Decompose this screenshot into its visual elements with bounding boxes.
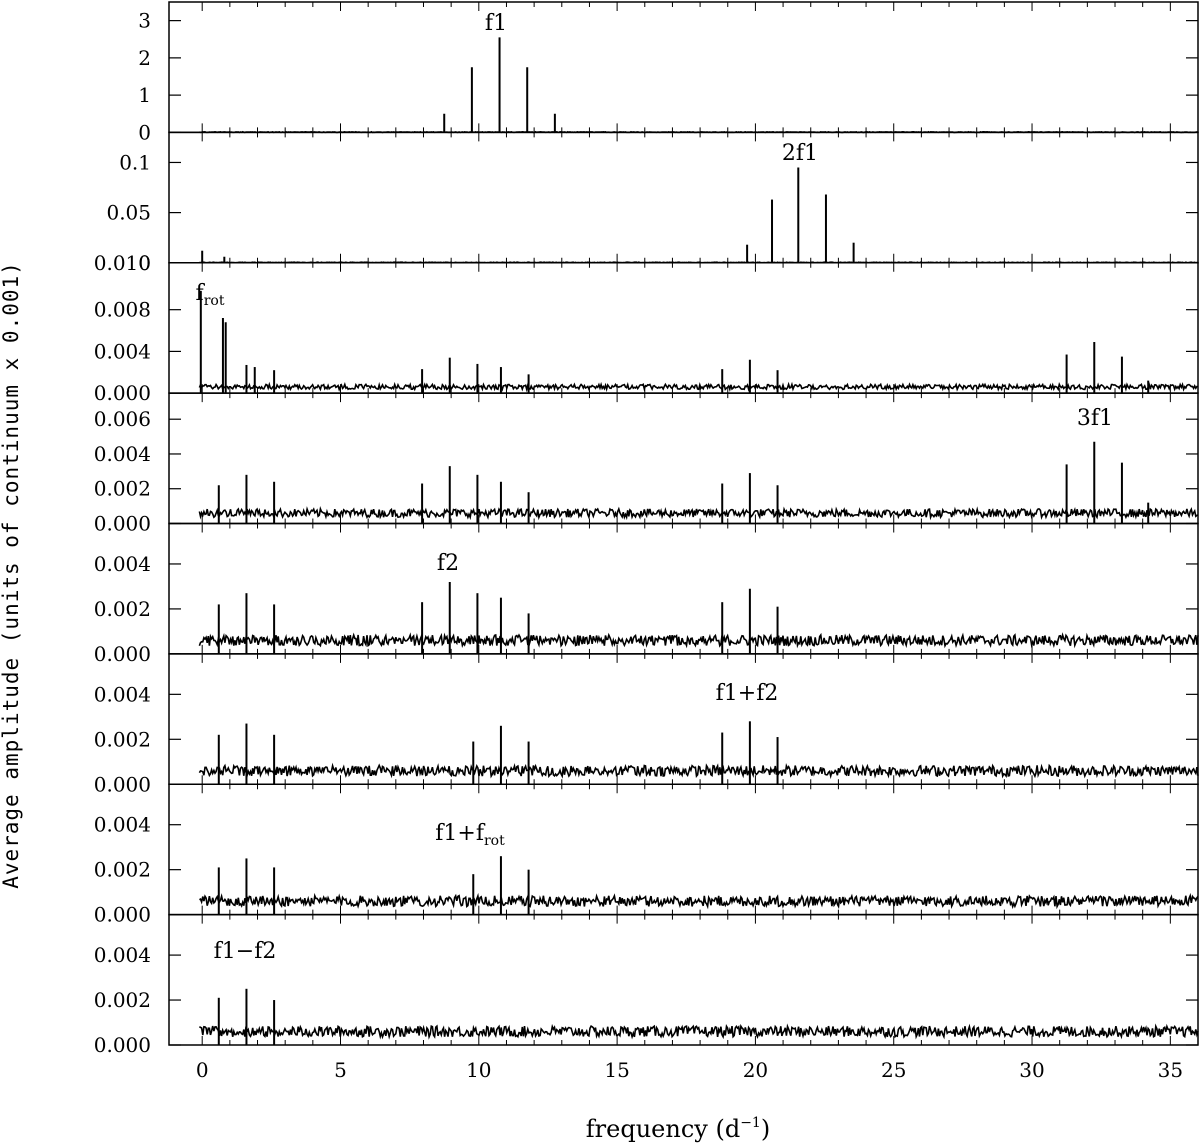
series-line-f1+f2 <box>198 762 1199 780</box>
y-tick-label-f1: 0 <box>138 120 151 144</box>
x-axis-title-superscript: −1 <box>740 1115 761 1131</box>
y-tick-label-f1: 1 <box>138 83 151 107</box>
y-tick-label-frot-top: 0.010 <box>94 251 151 275</box>
panel-f1-f2: 0.000 0.002 0.004 <box>94 913 1199 1057</box>
panel-frame-f2 <box>168 522 1199 655</box>
panel-frame-f1+f2 <box>168 653 1199 785</box>
series-line-3f1 <box>198 506 1199 521</box>
panel-3f1: 0.000 0.002 0.004 0.006 <box>94 392 1199 536</box>
annotations: f1 2f1 frot 3f1 f2 f1+f2 f1+frot f1−f2 <box>196 11 1114 964</box>
y-tick-label-frot: 0.008 <box>94 298 151 322</box>
y-tick-label-f1-f2: 0.000 <box>94 1033 151 1057</box>
x-axis-tick-labels: 0 5 10 15 20 25 30 35 <box>196 1058 1183 1082</box>
y-tick-label-f1+f2: 0.002 <box>94 727 151 751</box>
x-axis-title-main: frequency (d <box>586 1115 740 1143</box>
y-tick-label-3f1: 0.006 <box>94 407 151 431</box>
panel-f1+f2: 0.000 0.002 0.004 <box>94 653 1199 796</box>
panel-f1: 0 1 2 3 <box>138 1 1199 144</box>
annotation-f1: f1 <box>485 11 507 36</box>
y-tick-label-f1+frot: 0.004 <box>94 813 151 837</box>
y-tick-label-f1+frot: 0.002 <box>94 858 151 882</box>
y-tick-label-2f1: 0 <box>138 251 151 275</box>
y-tick-label-f2: 0.002 <box>94 597 151 621</box>
y-tick-label-f1+f2: 0.000 <box>94 772 151 796</box>
y-tick-label-f1+frot: 0.000 <box>94 903 151 927</box>
y-tick-label-f1-f2: 0.004 <box>94 943 151 967</box>
annotation-f1-f2: f1−f2 <box>214 939 277 964</box>
panel-frame-f1-f2 <box>168 913 1199 1046</box>
annotation-2f1: 2f1 <box>782 141 818 166</box>
x-tick-label: 25 <box>881 1058 906 1082</box>
series-line-f1-f2 <box>198 1023 1199 1040</box>
series-line-f2 <box>198 632 1199 649</box>
x-tick-label: 0 <box>196 1058 209 1082</box>
y-tick-label-3f1: 0.000 <box>94 512 151 536</box>
y-tick-label-f1+f2: 0.004 <box>94 682 151 706</box>
y-tick-label-3f1: 0.002 <box>94 477 151 501</box>
x-tick-label: 15 <box>604 1058 629 1082</box>
x-axis-title-close: ) <box>761 1115 770 1143</box>
y-tick-label-f2: 0.000 <box>94 642 151 666</box>
y-tick-label-2f1: 0.05 <box>106 201 151 225</box>
annotation-f1+f2: f1+f2 <box>716 681 779 706</box>
series-line-frot <box>198 381 1198 393</box>
x-axis-title: frequency (d−1) <box>586 1115 770 1143</box>
panel-frame-f1 <box>168 1 1199 134</box>
y-tick-label-f2: 0.004 <box>94 552 151 576</box>
panel-frame-2f1 <box>168 131 1199 264</box>
y-tick-label-f1-f2: 0.002 <box>94 988 151 1012</box>
panel-frame-frot <box>168 262 1199 394</box>
panel-2f1: 0 0.05 0.1 <box>106 131 1199 275</box>
annotation-f2: f2 <box>437 551 459 576</box>
series-line-f1+frot <box>199 892 1199 910</box>
panel-frot: 0.000 0.004 0.008 0.010 <box>94 251 1199 405</box>
y-tick-label-f1: 2 <box>138 46 151 70</box>
x-tick-label: 30 <box>1019 1058 1044 1082</box>
panel-f2: 0.000 0.002 0.004 <box>94 522 1199 666</box>
annotation-f1+frot: f1+frot <box>435 821 505 849</box>
x-tick-label: 10 <box>466 1058 491 1082</box>
y-tick-label-f1: 3 <box>138 9 151 33</box>
annotation-3f1: 3f1 <box>1077 406 1113 431</box>
y-tick-label-frot: 0.000 <box>94 381 151 405</box>
x-tick-label: 20 <box>743 1058 768 1082</box>
panel-frame-f1+frot <box>168 783 1199 916</box>
y-tick-label-frot: 0.004 <box>94 339 151 363</box>
y-tick-label-2f1: 0.1 <box>119 150 151 174</box>
annotation-frot: frot <box>196 281 225 309</box>
panel-frame-3f1 <box>168 392 1199 525</box>
x-tick-label: 5 <box>334 1058 347 1082</box>
y-tick-label-3f1: 0.004 <box>94 442 151 466</box>
x-tick-label: 35 <box>1158 1058 1183 1082</box>
panels: 012300.050.10.0000.0040.0080.0100.0000.0… <box>94 1 1199 1057</box>
y-axis-title: Average amplitude (units of continuum x … <box>0 261 23 889</box>
panel-f1+frot: 0.000 0.002 0.004 <box>94 783 1199 927</box>
